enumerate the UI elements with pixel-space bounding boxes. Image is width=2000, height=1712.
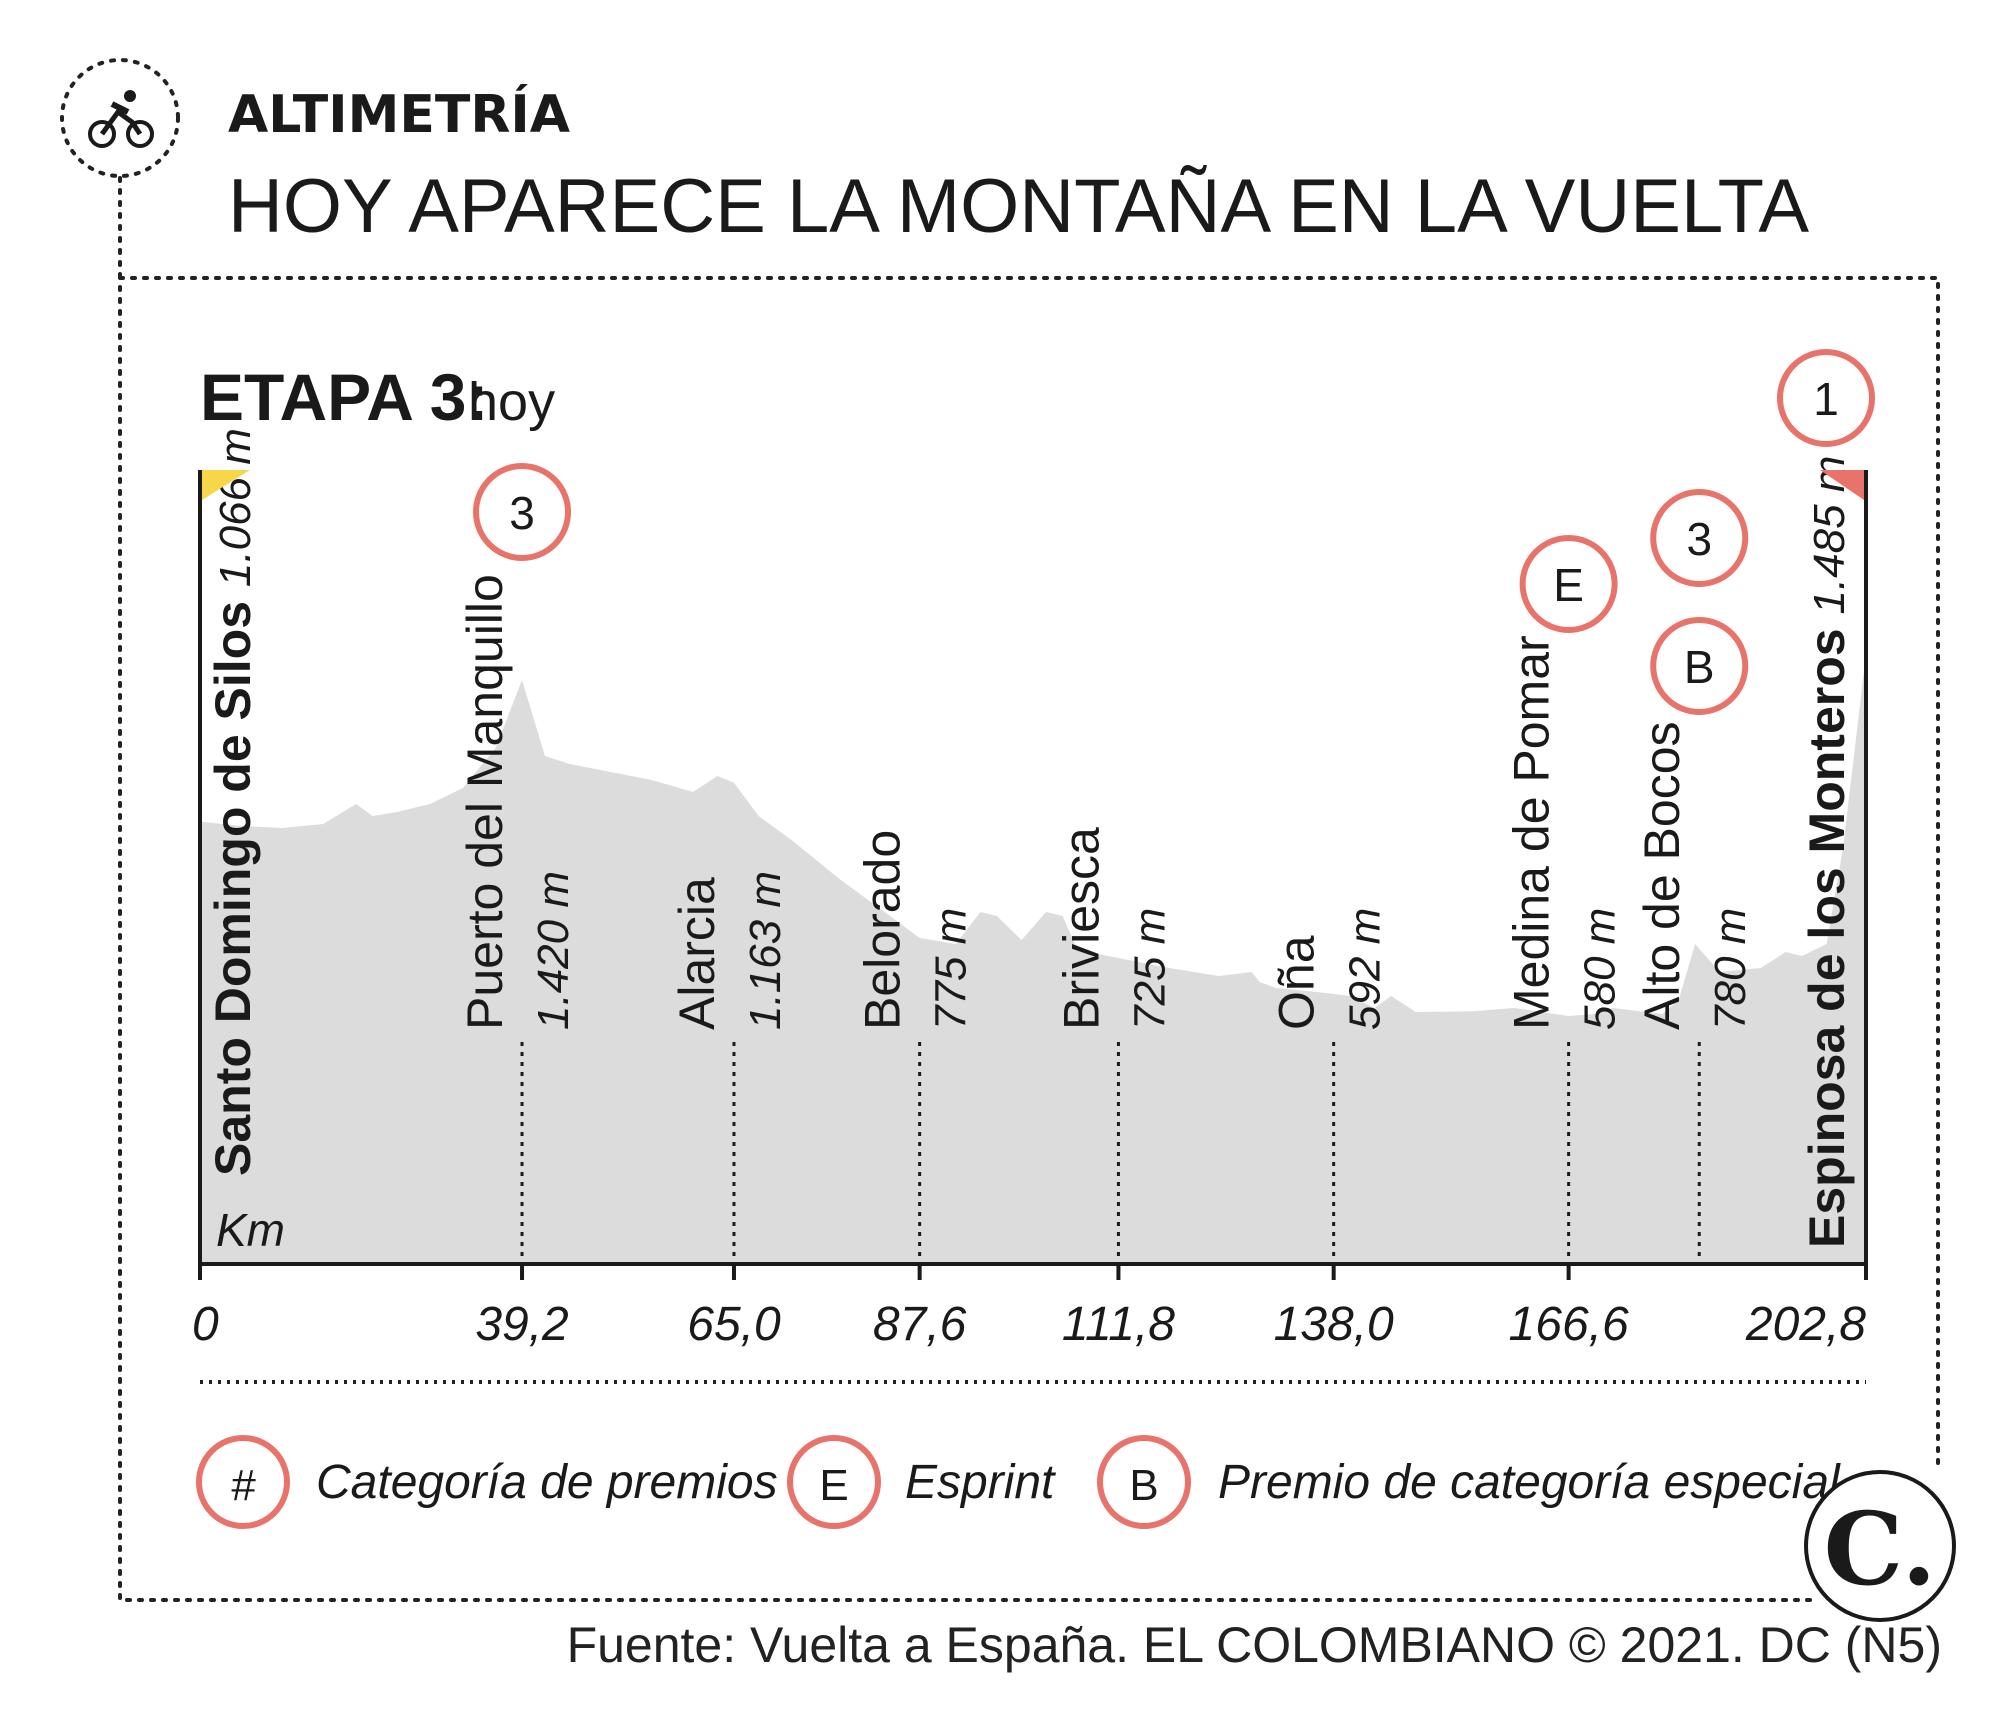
place-label: Santo Domingo de Silos 1.066 m	[205, 428, 261, 1176]
badge-symbol: B	[1684, 641, 1715, 693]
place-name: Belorado	[855, 830, 911, 1030]
place-altitude: 1.420 m	[529, 871, 578, 1030]
place-altitude: 580 m	[1576, 908, 1625, 1030]
legend-label: Premio de categoría especial	[1218, 1456, 1841, 1509]
badge-symbol: 3	[1686, 513, 1712, 565]
page-title: HOY APARECE LA MONTAÑA EN LA VUELTA	[228, 164, 1809, 249]
x-tick-label: 65,0	[687, 1298, 781, 1351]
badge-circle	[1650, 617, 1749, 715]
legend-item-sprint: E Esprint	[787, 1435, 1056, 1529]
badge-symbol: E	[1553, 559, 1584, 611]
place-label: Medina de Pomar	[1504, 635, 1560, 1030]
legend-symbol: B	[1129, 1461, 1158, 1510]
place-altitude: 775 m	[927, 908, 976, 1030]
x-axis-label: Km	[216, 1204, 285, 1256]
place-name: Briviesca	[1053, 827, 1109, 1030]
logo-letter: C.	[1824, 1490, 1937, 1608]
cyclist-icon	[88, 90, 154, 148]
place-label: Espinosa de los Monteros 1.485 m	[1799, 456, 1855, 1248]
place-markers: Santo Domingo de Silos 1.066 m Puerto del…	[205, 349, 1875, 1264]
x-tick-label: 202,8	[1745, 1298, 1866, 1351]
place-label: Puerto del Manquillo	[457, 574, 513, 1030]
place-name: Espinosa de los Monteros	[1799, 615, 1855, 1248]
x-tick-label: 87,6	[873, 1298, 967, 1351]
place-name: Medina de Pomar	[1504, 635, 1560, 1030]
x-tick-label: 166,6	[1509, 1298, 1629, 1351]
legend-item-special: B Premio de categoría especial	[1097, 1435, 1841, 1529]
cyclist-badge	[60, 58, 180, 178]
place-label: Briviesca	[1053, 827, 1109, 1030]
badge-symbol: 3	[509, 487, 535, 539]
place-altitude: 1.066 m	[211, 428, 260, 587]
place-altitude: 1.163 m	[741, 871, 790, 1030]
x-ticks: 0 39,2 65,0 87,6 111,8 138,0 166,6 202,8	[192, 1264, 1868, 1351]
place-label: Belorado	[855, 830, 911, 1030]
stage-sub: hoy	[468, 372, 555, 432]
place-altitude: 725 m	[1125, 908, 1174, 1030]
kicker: ALTIMETRÍA	[228, 84, 570, 145]
source-note: Fuente: Vuelta a España. EL COLOMBIANO ©…	[566, 1617, 1942, 1673]
legend-label: Esprint	[905, 1456, 1056, 1509]
place-name: Puerto del Manquillo	[457, 574, 513, 1030]
legend: # Categoría de premios E Esprint B Premi…	[196, 1435, 1841, 1529]
chart-frame	[118, 276, 1940, 1602]
place-label: Alarcia	[669, 877, 725, 1030]
badge-circle	[473, 463, 572, 561]
badge-circle	[1777, 349, 1875, 447]
legend-symbol: E	[819, 1461, 848, 1510]
x-tick-label: 138,0	[1274, 1298, 1394, 1351]
place-name: Alto de Bocos	[1634, 721, 1690, 1030]
finish-flag	[1820, 470, 1864, 500]
x-tick-label: 0	[192, 1298, 219, 1351]
start-flag	[202, 470, 250, 500]
place-altitude: 592 m	[1341, 908, 1390, 1030]
elevation-profile	[200, 654, 1866, 1264]
x-tick-label: 39,2	[475, 1298, 568, 1351]
legend-symbol: #	[231, 1461, 256, 1510]
badge-circle	[1650, 489, 1749, 587]
badge-circle	[1519, 535, 1618, 633]
place-name: Alarcia	[669, 877, 725, 1030]
place-altitude: 780 m	[1706, 908, 1755, 1030]
badge-symbol: 1	[1813, 373, 1839, 425]
x-tick-label: 111,8	[1062, 1298, 1175, 1351]
legend-label: Categoría de premios	[316, 1456, 778, 1509]
place-label: Alto de Bocos	[1634, 721, 1690, 1030]
elevation-area	[200, 654, 1866, 1264]
place-label: Oña	[1269, 935, 1325, 1030]
legend-item-category: # Categoría de premios	[196, 1435, 778, 1529]
place-name: Santo Domingo de Silos	[205, 587, 261, 1176]
newspaper-logo: C.	[1804, 1470, 1956, 1622]
place-name: Oña	[1269, 935, 1325, 1030]
stage-label: ETAPA 3:	[200, 360, 488, 434]
